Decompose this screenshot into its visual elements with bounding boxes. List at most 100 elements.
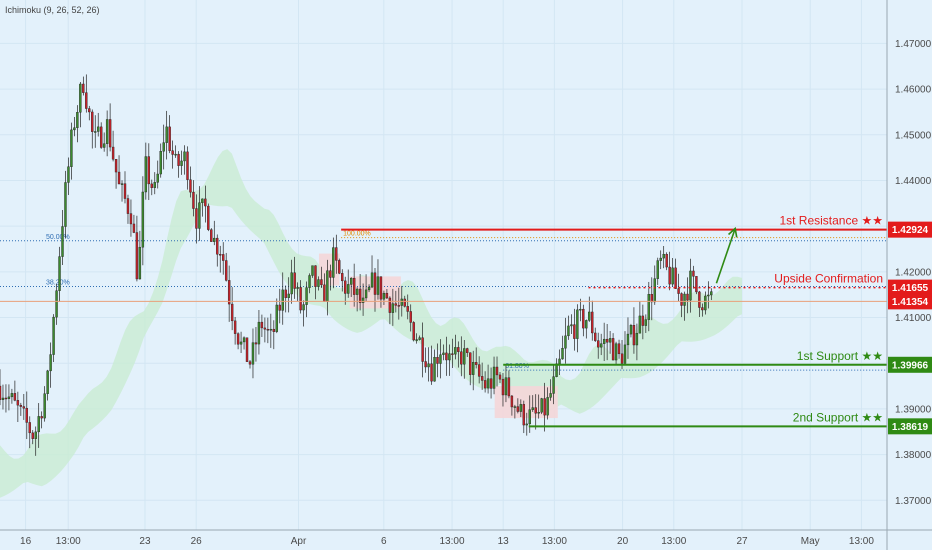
candle[interactable] [135, 215, 139, 282]
candle[interactable] [373, 268, 377, 312]
candle[interactable] [201, 198, 204, 217]
candle[interactable] [46, 369, 49, 401]
candle[interactable] [114, 159, 118, 189]
candle[interactable] [123, 171, 127, 204]
candle[interactable] [19, 402, 23, 416]
candle[interactable] [299, 280, 302, 314]
candle[interactable] [242, 336, 246, 350]
candle[interactable] [597, 332, 600, 359]
candle[interactable] [656, 257, 659, 285]
candle[interactable] [102, 132, 106, 152]
candle[interactable] [58, 246, 61, 302]
candle[interactable] [108, 103, 112, 152]
candle[interactable] [427, 347, 430, 382]
candle[interactable] [504, 365, 508, 403]
candle[interactable] [236, 332, 240, 350]
candle[interactable] [147, 143, 151, 201]
candle[interactable] [141, 176, 145, 266]
candle[interactable] [683, 291, 686, 321]
candle[interactable] [162, 124, 165, 170]
candle[interactable] [177, 151, 180, 178]
candle[interactable] [647, 281, 651, 332]
candle[interactable] [695, 276, 698, 295]
candle[interactable] [472, 350, 475, 391]
candle[interactable] [623, 331, 627, 364]
candle[interactable] [457, 341, 460, 368]
candle[interactable] [454, 334, 457, 360]
candle[interactable] [144, 142, 148, 200]
candle[interactable] [576, 304, 579, 353]
candle[interactable] [251, 328, 255, 379]
candle[interactable] [37, 403, 40, 448]
candle[interactable] [335, 234, 338, 274]
candle[interactable] [641, 304, 645, 340]
candle[interactable] [644, 314, 648, 333]
candle[interactable] [379, 276, 383, 308]
candle[interactable] [224, 252, 228, 282]
candle[interactable] [99, 122, 103, 149]
candle[interactable] [638, 301, 642, 334]
candle[interactable] [263, 317, 267, 343]
candle[interactable] [355, 287, 359, 312]
candle[interactable] [186, 146, 189, 190]
candle[interactable] [97, 112, 100, 137]
candle[interactable] [525, 412, 528, 436]
candle[interactable] [213, 220, 216, 246]
candle[interactable] [94, 115, 97, 148]
candle[interactable] [463, 339, 466, 379]
candle[interactable] [73, 117, 76, 137]
candle[interactable] [189, 166, 192, 198]
candle[interactable] [555, 358, 558, 378]
candle[interactable] [698, 290, 701, 317]
candles[interactable] [0, 74, 713, 456]
candle[interactable] [701, 303, 704, 317]
price-tag[interactable]: 1.38619 [888, 418, 932, 435]
candle[interactable] [629, 323, 633, 338]
candle[interactable] [361, 283, 365, 316]
candle[interactable] [278, 288, 281, 324]
candle[interactable] [579, 298, 582, 322]
candle[interactable] [662, 245, 665, 269]
candle[interactable] [650, 277, 653, 321]
candle[interactable] [171, 140, 174, 169]
candle[interactable] [248, 359, 252, 369]
candle[interactable] [519, 399, 523, 418]
candle[interactable] [275, 298, 278, 334]
candle[interactable] [611, 333, 615, 361]
candle[interactable] [320, 266, 323, 289]
candle[interactable] [433, 349, 436, 382]
candle[interactable] [680, 292, 683, 318]
candle[interactable] [0, 369, 2, 406]
candle[interactable] [689, 258, 692, 313]
candle[interactable] [626, 317, 630, 359]
candle[interactable] [474, 347, 478, 369]
candle[interactable] [129, 199, 133, 237]
candle[interactable] [391, 288, 395, 326]
candle[interactable] [540, 397, 543, 415]
candle[interactable] [558, 349, 561, 376]
candle[interactable] [385, 289, 389, 299]
candle[interactable] [591, 300, 594, 341]
candle[interactable] [534, 394, 537, 430]
candle[interactable] [376, 259, 380, 300]
price-tag[interactable]: 1.41354 [888, 293, 932, 310]
candle[interactable] [233, 317, 237, 345]
candle[interactable] [4, 384, 8, 413]
candle[interactable] [492, 356, 496, 395]
candle[interactable] [489, 367, 493, 399]
candle[interactable] [480, 362, 484, 390]
candle[interactable] [599, 333, 603, 356]
candle[interactable] [168, 115, 171, 154]
candle[interactable] [668, 251, 671, 291]
candle[interactable] [460, 336, 463, 377]
candle[interactable] [1, 384, 5, 410]
candle[interactable] [156, 160, 159, 189]
candle[interactable] [704, 291, 707, 315]
candle[interactable] [561, 335, 564, 360]
candle[interactable] [552, 364, 555, 405]
candle[interactable] [82, 76, 85, 96]
candle[interactable] [195, 194, 198, 244]
candle[interactable] [341, 269, 344, 292]
candle[interactable] [61, 209, 64, 265]
